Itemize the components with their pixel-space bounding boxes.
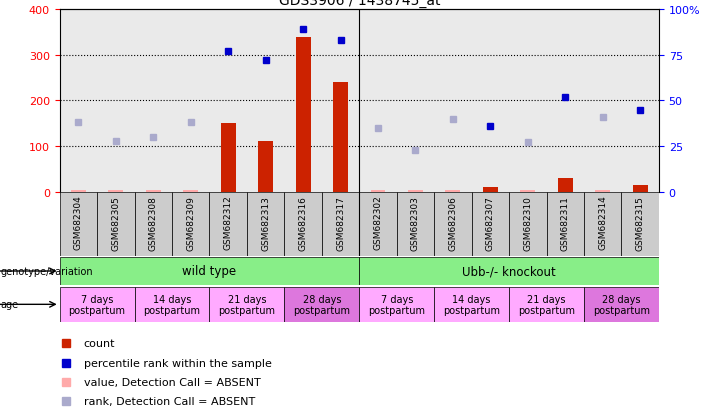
Bar: [397, 192, 434, 256]
Bar: [359, 192, 397, 256]
Bar: [408, 191, 423, 192]
Bar: [221, 124, 236, 192]
Bar: [210, 10, 247, 192]
Bar: [322, 192, 359, 256]
Bar: [135, 192, 172, 256]
Bar: [595, 191, 611, 192]
Bar: [509, 10, 547, 192]
Bar: [247, 10, 285, 192]
Bar: [622, 10, 659, 192]
Text: 28 days
postpartum: 28 days postpartum: [293, 294, 350, 316]
Bar: [584, 10, 622, 192]
Bar: [622, 192, 659, 256]
Bar: [172, 192, 210, 256]
Text: GSM682314: GSM682314: [598, 195, 607, 250]
Bar: [434, 10, 472, 192]
Bar: [359, 287, 434, 322]
Text: 28 days
postpartum: 28 days postpartum: [593, 294, 650, 316]
Text: GSM682307: GSM682307: [486, 195, 495, 250]
Text: GSM682308: GSM682308: [149, 195, 158, 250]
Bar: [108, 191, 123, 192]
Text: GSM682302: GSM682302: [374, 195, 383, 250]
Bar: [359, 257, 659, 286]
Text: wild type: wild type: [182, 265, 236, 278]
Text: GSM682309: GSM682309: [186, 195, 195, 250]
Bar: [247, 192, 285, 256]
Text: GSM682312: GSM682312: [224, 195, 233, 250]
Bar: [97, 192, 135, 256]
Bar: [285, 192, 322, 256]
Text: 7 days
postpartum: 7 days postpartum: [69, 294, 125, 316]
Bar: [285, 287, 359, 322]
Bar: [547, 10, 584, 192]
Bar: [558, 178, 573, 192]
Text: 14 days
postpartum: 14 days postpartum: [443, 294, 500, 316]
Text: count: count: [83, 339, 115, 349]
Bar: [509, 192, 547, 256]
Bar: [322, 10, 359, 192]
Bar: [584, 192, 622, 256]
Bar: [146, 191, 161, 192]
Text: GSM682306: GSM682306: [449, 195, 458, 250]
Text: 21 days
postpartum: 21 days postpartum: [518, 294, 575, 316]
Text: GSM682316: GSM682316: [299, 195, 308, 250]
Bar: [183, 191, 198, 192]
Bar: [483, 188, 498, 192]
Bar: [547, 192, 584, 256]
Bar: [445, 191, 461, 192]
Bar: [520, 191, 536, 192]
Text: GSM682313: GSM682313: [261, 195, 270, 250]
Text: GSM682310: GSM682310: [524, 195, 532, 250]
Bar: [60, 10, 97, 192]
Bar: [333, 83, 348, 192]
Text: Ubb-/- knockout: Ubb-/- knockout: [462, 265, 556, 278]
Text: value, Detection Call = ABSENT: value, Detection Call = ABSENT: [83, 377, 260, 387]
Text: GSM682311: GSM682311: [561, 195, 570, 250]
Bar: [285, 10, 322, 192]
Text: GSM682303: GSM682303: [411, 195, 420, 250]
Text: 21 days
postpartum: 21 days postpartum: [219, 294, 275, 316]
Text: 7 days
postpartum: 7 days postpartum: [368, 294, 426, 316]
Bar: [71, 191, 86, 192]
Bar: [296, 38, 311, 192]
Title: GDS3906 / 1438745_at: GDS3906 / 1438745_at: [278, 0, 440, 8]
Bar: [359, 10, 397, 192]
Bar: [584, 287, 659, 322]
Bar: [60, 257, 359, 286]
Bar: [60, 192, 97, 256]
Text: GSM682305: GSM682305: [111, 195, 121, 250]
Bar: [509, 287, 584, 322]
Bar: [434, 192, 472, 256]
Text: GSM682315: GSM682315: [636, 195, 645, 250]
Bar: [135, 10, 172, 192]
Text: genotype/variation: genotype/variation: [1, 266, 93, 276]
Bar: [633, 185, 648, 192]
Text: rank, Detection Call = ABSENT: rank, Detection Call = ABSENT: [83, 396, 254, 406]
Bar: [60, 287, 135, 322]
Bar: [397, 10, 434, 192]
Text: GSM682317: GSM682317: [336, 195, 345, 250]
Text: GSM682304: GSM682304: [74, 195, 83, 250]
Text: 14 days
postpartum: 14 days postpartum: [144, 294, 200, 316]
Bar: [210, 192, 247, 256]
Bar: [472, 10, 509, 192]
Bar: [210, 287, 285, 322]
Text: percentile rank within the sample: percentile rank within the sample: [83, 358, 271, 368]
Bar: [258, 142, 273, 192]
Bar: [97, 10, 135, 192]
Text: age: age: [1, 299, 19, 310]
Bar: [472, 192, 509, 256]
Bar: [434, 287, 509, 322]
Bar: [172, 10, 210, 192]
Bar: [371, 191, 386, 192]
Bar: [135, 287, 210, 322]
